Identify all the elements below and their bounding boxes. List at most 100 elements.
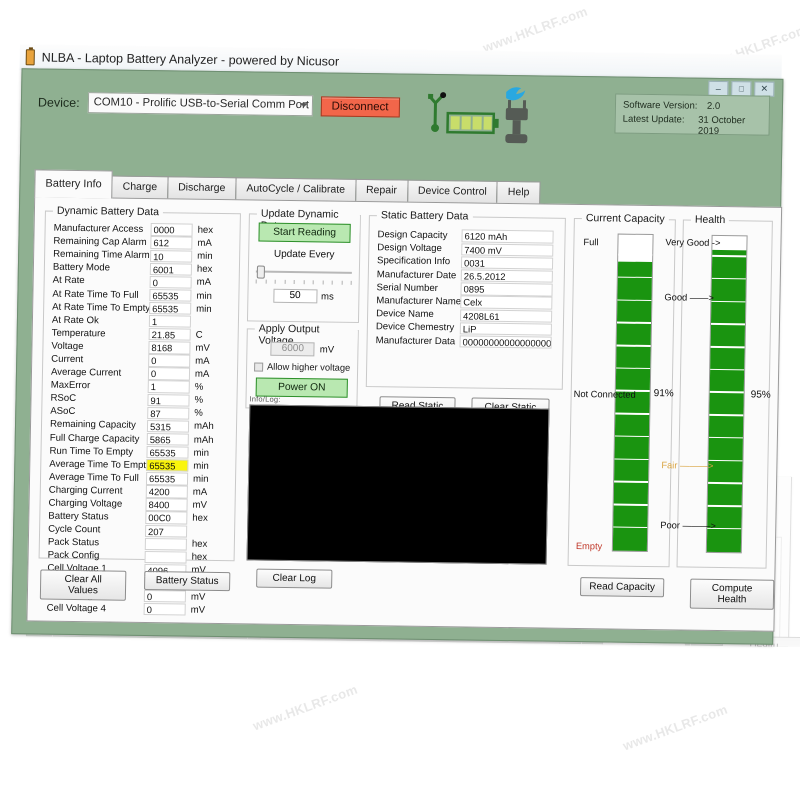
dynamic-data-row-label: At Rate bbox=[52, 275, 85, 287]
disconnect-button[interactable]: Disconnect bbox=[320, 95, 400, 117]
static-data-row-value[interactable]: LiP bbox=[459, 322, 552, 336]
dynamic-data-row-value[interactable]: 0 bbox=[147, 367, 191, 381]
dynamic-data-row-value[interactable]: 65535 bbox=[149, 301, 192, 315]
gauge-segment-divider bbox=[708, 459, 743, 462]
static-data-row-value[interactable]: 0031 bbox=[460, 256, 554, 270]
dynamic-data-row-value[interactable]: 612 bbox=[150, 236, 193, 250]
dynamic-data-row-unit: min bbox=[196, 290, 212, 302]
dynamic-data-row-value[interactable]: 8168 bbox=[148, 341, 191, 355]
static-data-row-value[interactable]: Celx bbox=[460, 295, 553, 310]
dynamic-data-row-value[interactable]: 65535 bbox=[146, 459, 189, 473]
software-version-label: Software Version: bbox=[622, 99, 698, 112]
static-data-row-value[interactable]: 0895 bbox=[460, 282, 553, 297]
static-battery-data-title: Static Battery Data bbox=[376, 209, 473, 223]
dynamic-data-row-label: RSoC bbox=[50, 392, 77, 405]
dynamic-data-row-value[interactable]: 0 bbox=[149, 275, 192, 289]
start-reading-button[interactable]: Start Reading bbox=[258, 222, 351, 243]
dynamic-data-row-unit: mV bbox=[190, 591, 206, 603]
dynamic-data-row-value[interactable]: 207 bbox=[144, 524, 188, 538]
gauge-segment-divider bbox=[614, 480, 649, 483]
static-data-row-value[interactable]: 000000000000000000 bbox=[459, 335, 552, 349]
static-data-row-label: Manufacturer Data bbox=[375, 334, 456, 347]
dynamic-data-row-label: Average Time To Empty bbox=[49, 458, 151, 471]
update-interval-slider[interactable] bbox=[255, 265, 352, 279]
dynamic-data-row-value[interactable]: 5315 bbox=[146, 419, 190, 433]
capacity-status-label: Not Connected bbox=[573, 388, 636, 400]
dynamic-data-row-value[interactable]: 6001 bbox=[149, 262, 193, 276]
gauge-segment-divider bbox=[617, 299, 652, 302]
dynamic-data-row-value[interactable]: 0 bbox=[143, 589, 187, 603]
static-data-row-label: Device Name bbox=[376, 308, 434, 321]
compute-health-button[interactable]: Compute Health bbox=[689, 578, 775, 610]
tab-discharge[interactable]: Discharge bbox=[166, 176, 237, 201]
dynamic-data-row-value[interactable]: 8400 bbox=[145, 498, 188, 512]
read-capacity-button[interactable]: Read Capacity bbox=[579, 577, 665, 598]
gauge-segment-divider bbox=[710, 368, 745, 371]
static-data-row-value[interactable]: 26.5.2012 bbox=[460, 269, 553, 283]
battery-icon bbox=[25, 49, 35, 66]
minimize-button[interactable]: – bbox=[708, 80, 729, 97]
allow-higher-voltage-row[interactable]: Allow higher voltage bbox=[253, 361, 350, 373]
dynamic-data-row-value[interactable]: 91 bbox=[147, 393, 190, 407]
dynamic-data-row-value[interactable]: 10 bbox=[150, 249, 193, 263]
clear-log-button[interactable]: Clear Log bbox=[256, 568, 333, 589]
dynamic-data-row-unit: mAh bbox=[193, 434, 214, 446]
dynamic-data-row-label: At Rate Time To Full bbox=[52, 288, 139, 301]
tab-help[interactable]: Help bbox=[496, 180, 541, 205]
static-data-row-value[interactable]: 4208L61 bbox=[459, 308, 553, 323]
gauge-segment-divider bbox=[616, 321, 652, 324]
static-battery-data-group: Static Battery Data Design Capacity 6120 … bbox=[365, 209, 566, 390]
static-data-row-value[interactable]: 7400 mV bbox=[461, 242, 554, 257]
dynamic-data-row-value[interactable]: 4200 bbox=[145, 485, 188, 499]
gauge-segment-divider bbox=[710, 323, 746, 326]
latest-update-value: 31 October 2019 bbox=[697, 114, 746, 137]
tab-repair[interactable]: Repair bbox=[354, 178, 409, 203]
version-box: Software Version: 2.0 Latest Update: 31 … bbox=[614, 93, 771, 137]
dynamic-data-row-label: Battery Status bbox=[48, 510, 109, 523]
gauge-segment-divider bbox=[711, 300, 746, 303]
static-data-row-label: Design Voltage bbox=[377, 242, 442, 255]
tab-battery-info[interactable]: Battery Info bbox=[34, 169, 113, 199]
interval-input[interactable]: 50 bbox=[272, 288, 318, 304]
slider-thumb[interactable] bbox=[256, 265, 265, 279]
dynamic-data-row-unit: min bbox=[197, 250, 213, 263]
battery-status-button[interactable]: Battery Status bbox=[144, 570, 231, 592]
dynamic-data-row-value[interactable]: 1 bbox=[147, 380, 190, 394]
dynamic-data-row-label: Current bbox=[51, 353, 84, 366]
output-voltage-input[interactable]: 6000 bbox=[270, 341, 315, 357]
interval-unit: ms bbox=[320, 290, 334, 303]
window-body: – □ ✕ Device: COM10 - Prolific USB-to-Se… bbox=[11, 68, 784, 645]
static-battery-data-table: Design Capacity 6120 mAh Design Voltage 740… bbox=[376, 228, 554, 349]
log-output[interactable] bbox=[246, 404, 550, 565]
dynamic-battery-data-table: Manufacturer Access 0000 hex Remaining Cap … bbox=[47, 222, 234, 617]
dynamic-data-row-value[interactable]: 65535 bbox=[149, 288, 192, 302]
dynamic-data-row-unit: mAh bbox=[193, 421, 214, 433]
tab-charge[interactable]: Charge bbox=[111, 175, 169, 200]
gauge-segment-divider bbox=[708, 482, 743, 485]
dynamic-data-row-value[interactable] bbox=[144, 537, 187, 551]
dynamic-data-row-value[interactable]: 5865 bbox=[146, 432, 189, 446]
dynamic-data-row-value[interactable]: 0 bbox=[148, 354, 191, 368]
gauge-segment-divider bbox=[709, 413, 744, 417]
close-button[interactable]: ✕ bbox=[754, 81, 775, 97]
gauge-segment-divider bbox=[613, 503, 648, 506]
static-data-row-value[interactable]: 6120 mAh bbox=[461, 229, 554, 244]
gauge-segment-divider bbox=[614, 458, 649, 461]
dynamic-data-row-value[interactable]: 21.85 bbox=[148, 328, 191, 342]
dynamic-data-row-value[interactable] bbox=[144, 550, 187, 564]
dynamic-data-row-value[interactable]: 00C0 bbox=[145, 511, 188, 525]
dynamic-data-row-value[interactable]: 87 bbox=[147, 406, 190, 420]
device-select[interactable]: COM10 - Prolific USB-to-Serial Comm Port… bbox=[87, 92, 313, 117]
dynamic-data-row-value[interactable]: 0 bbox=[143, 603, 186, 617]
dynamic-data-row-value[interactable]: 0000 bbox=[150, 223, 193, 237]
maximize-button[interactable]: □ bbox=[731, 81, 752, 97]
dynamic-data-row-unit: min bbox=[196, 303, 212, 315]
clear-all-values-button[interactable]: Clear All Values bbox=[39, 569, 127, 601]
tab-device-control[interactable]: Device Control bbox=[406, 179, 499, 204]
dynamic-data-row-value[interactable]: 1 bbox=[148, 315, 192, 328]
watermark: www.HKLRF.com bbox=[250, 681, 360, 734]
dynamic-data-row-value[interactable]: 65535 bbox=[145, 472, 189, 486]
tab-autocycle-calibrate[interactable]: AutoCycle / Calibrate bbox=[235, 177, 357, 202]
allow-higher-voltage-checkbox[interactable] bbox=[253, 361, 264, 372]
dynamic-data-row-value[interactable]: 65535 bbox=[146, 445, 189, 459]
